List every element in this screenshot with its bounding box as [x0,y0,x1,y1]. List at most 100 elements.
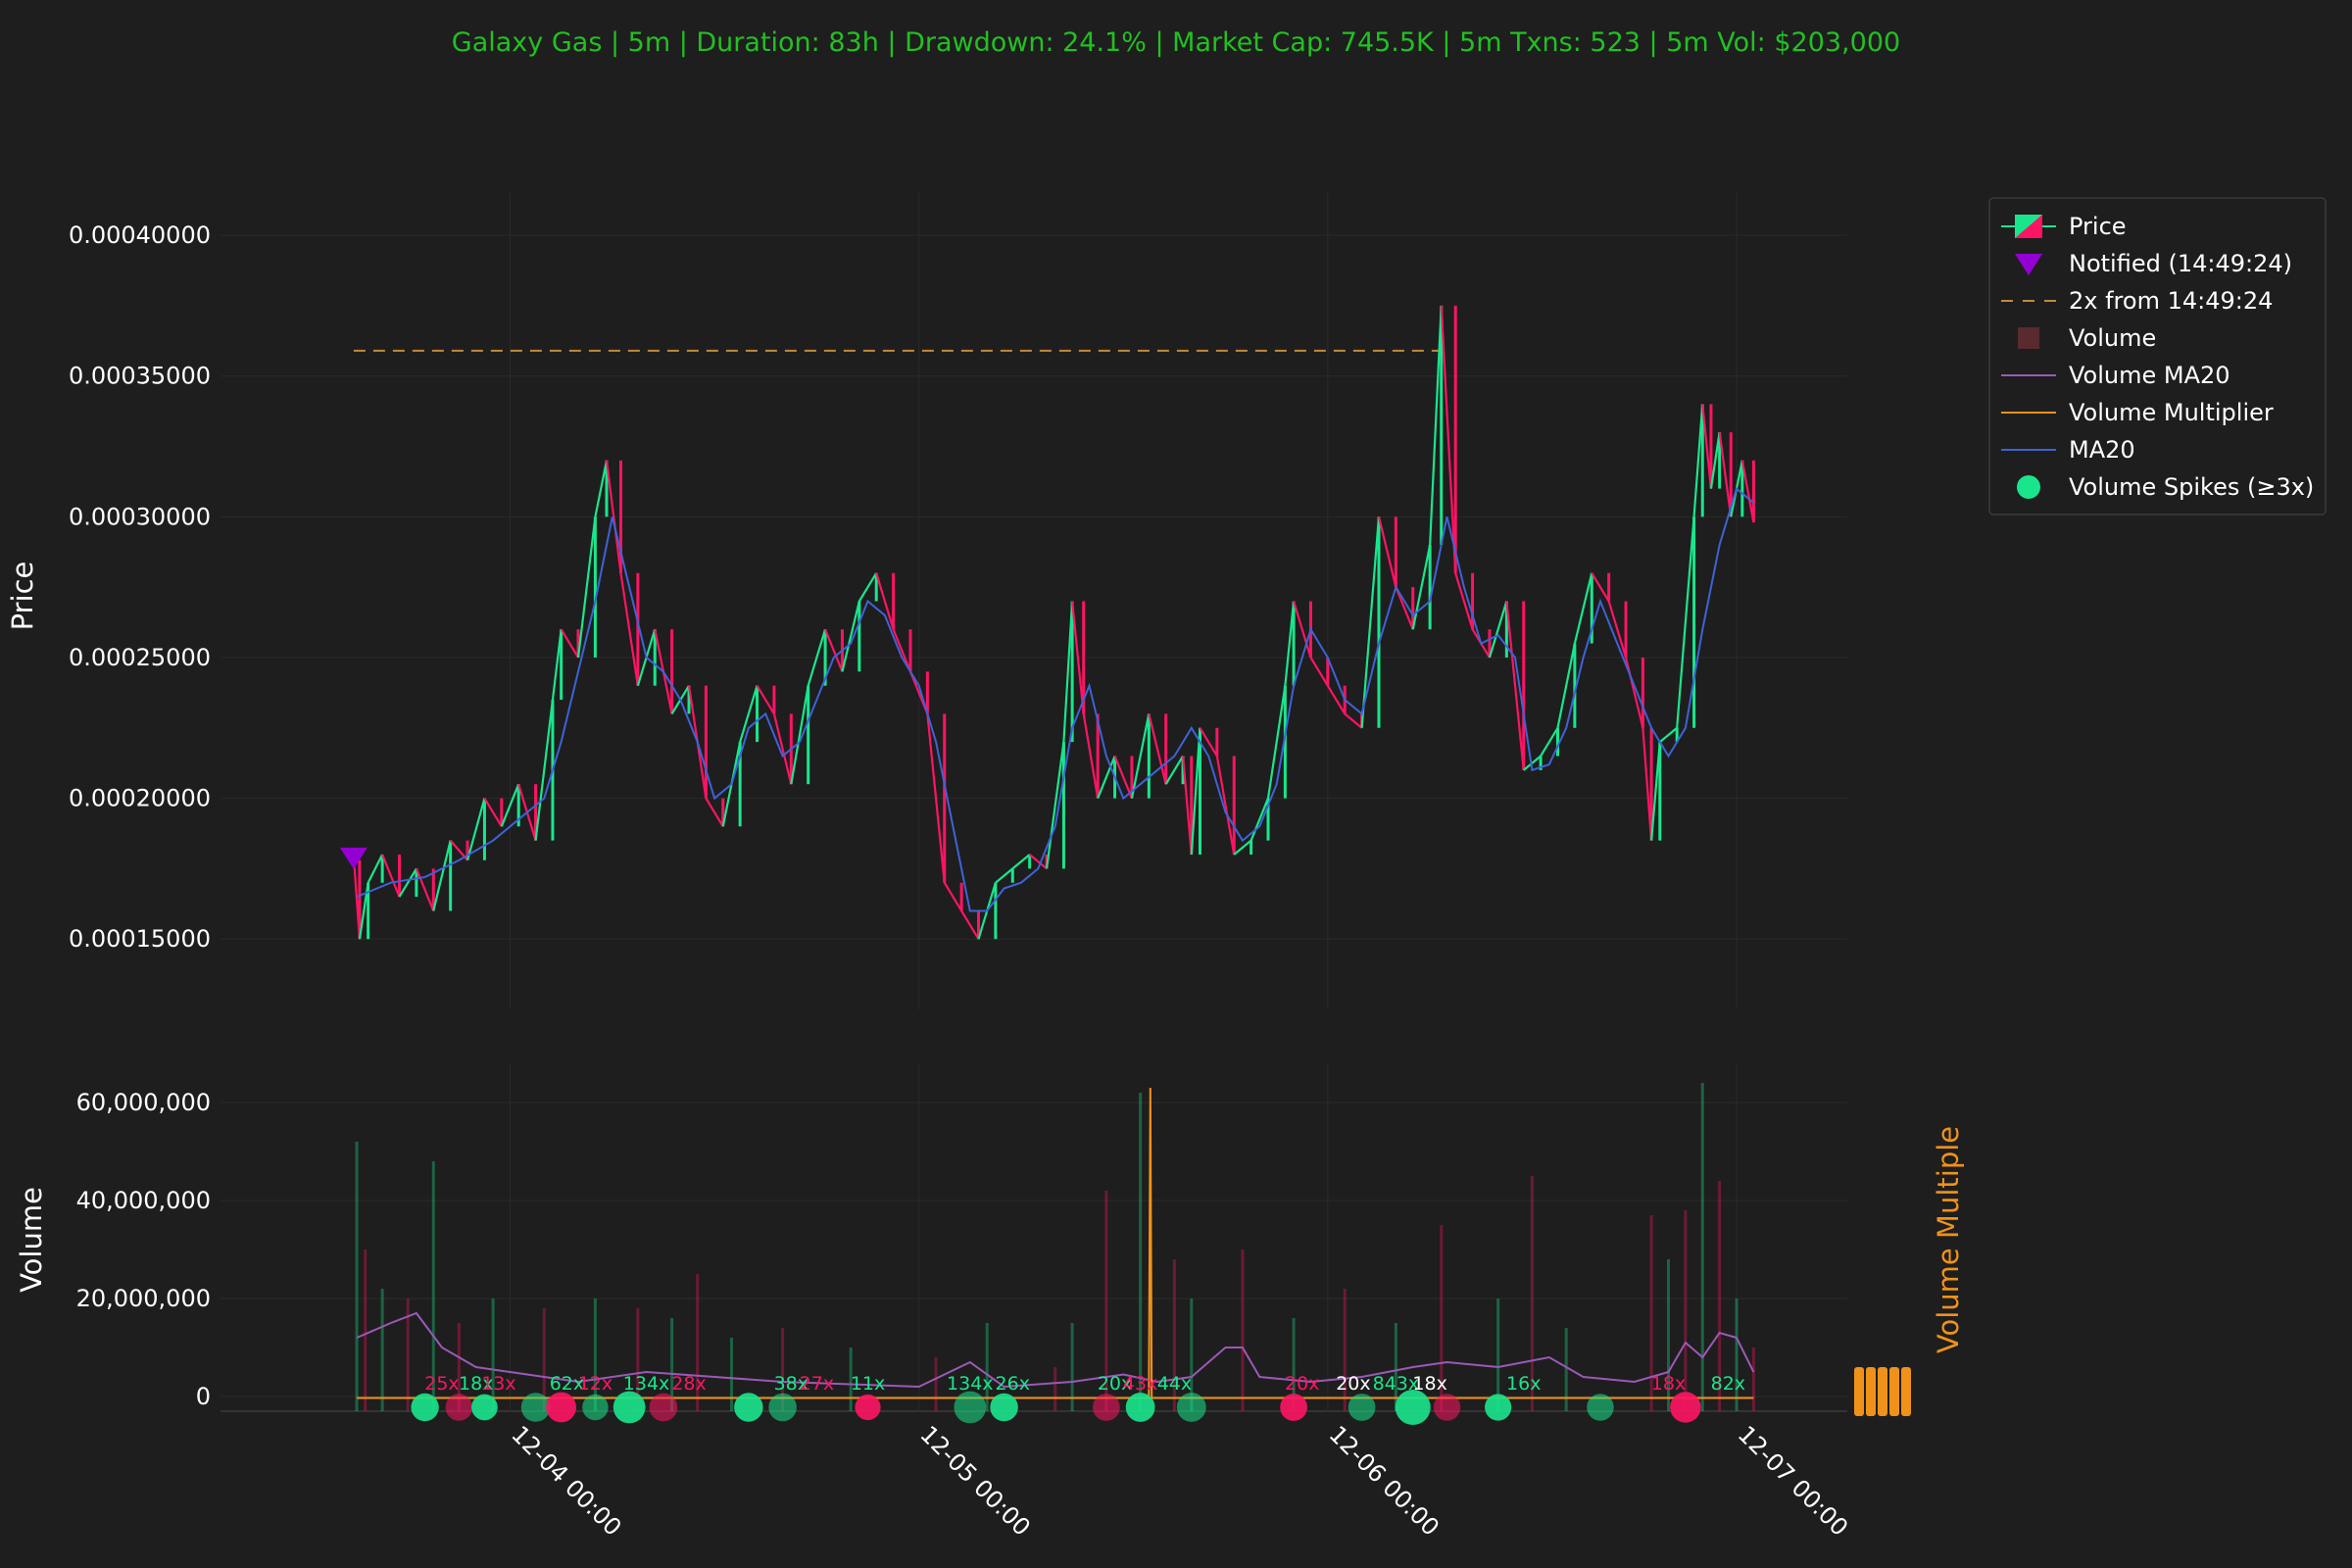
volume-spike-dot [954,1391,987,1424]
price-segment [1011,854,1031,870]
price-candle [1411,587,1415,630]
price-segment [415,867,435,911]
volume-bar [1700,1083,1704,1411]
volume-bar [1292,1318,1296,1411]
spike-label: 20x [1098,1373,1132,1395]
price-segment [926,713,946,883]
price-segment [824,628,844,672]
price-segment [367,854,384,884]
price-candle [1215,727,1219,757]
volume-bar [1684,1210,1688,1411]
volume-bar [781,1328,785,1411]
price-segment [892,628,911,672]
price-candle [1028,855,1032,869]
price-candle [687,685,691,714]
price-candle [1283,685,1287,799]
price-segment [1164,755,1185,785]
volume-bar [1241,1250,1245,1411]
price-segment [1082,713,1100,799]
price-segment [381,854,401,898]
price-candle [1718,432,1722,489]
price-segment [1556,643,1576,728]
price-segment [1309,657,1329,687]
legend-label: Volume MA20 [2069,362,2230,389]
volume-spike-dot [612,1391,646,1424]
ma20-line [356,486,1755,912]
price-candle [398,855,402,898]
volume-bar [593,1298,597,1411]
price-candle [415,868,418,898]
price-segment [605,460,622,573]
volume-spike-dot [546,1392,577,1423]
price-y-ticks: 0.00015000 0.00020000 0.00025000 0.00030000… [69,221,211,953]
price-segment [1071,601,1085,714]
spike-label: 20x [1336,1373,1370,1395]
notified-marker [339,847,368,869]
price-segment [790,685,809,785]
price-candle [1181,756,1185,785]
spike-label: 843x [1373,1373,1420,1395]
volume-bar [457,1323,461,1411]
price-candle [1164,713,1168,785]
legend-volume-icon [2018,327,2039,349]
volume-spike-dot [1348,1394,1376,1421]
price-candle [1130,756,1134,799]
price-segment [1440,305,1457,573]
price-segment [1215,756,1236,856]
price-candle [823,629,827,686]
volume-bar [636,1308,640,1411]
price-segment [1573,572,1593,644]
legend-label: Volume Multiplier [2069,399,2274,426]
price-candle [1428,545,1432,630]
price-candle [908,629,912,672]
spike-label: 11x [851,1373,885,1395]
volume-spike-dot [768,1393,797,1422]
price-candle [1641,657,1644,728]
price-segment [1233,839,1252,856]
price-tick-label: 0.00035000 [69,363,211,390]
price-candle [1198,727,1201,856]
price-candle [704,685,708,799]
notified-triangle [339,847,368,869]
volume-bar [1735,1298,1739,1411]
price-segment [772,713,793,785]
spike-label: 18x [1651,1373,1686,1395]
price-segment [534,699,555,841]
volume-bar [1343,1289,1347,1411]
price-segment [1377,516,1397,588]
legend: Price Notified (14:49:24) 2x from 14:49:24… [1988,197,2327,515]
price-candle [1692,516,1696,728]
volume-spike-dot [1280,1394,1307,1421]
spike-label: 44x [1157,1373,1192,1395]
price-segment [1266,685,1287,799]
volume-bar [1054,1367,1057,1411]
price-candle [534,784,538,841]
volume-bar [542,1308,546,1411]
volume-ma20-line [356,1311,1755,1389]
price-candle [500,798,504,827]
legend-label: Notified (14:49:24) [2069,250,2292,277]
volume-spike-dot [582,1394,609,1421]
price-segment [995,867,1013,884]
legend-spike-icon [2017,475,2040,499]
price-segment [576,516,597,659]
volume-multiple-bar [1854,1367,1864,1416]
price-candle [1082,601,1086,714]
price-segment [1505,601,1525,770]
price-candle [1061,742,1065,869]
price-candle [636,572,640,686]
volume-bar [1440,1225,1444,1411]
volume-bar [1666,1259,1670,1411]
price-segment [1293,601,1312,659]
price-candle [1573,643,1577,728]
spike-label: 27x [800,1373,834,1395]
price-candle [977,910,981,940]
volume-bar [1104,1191,1108,1411]
price-candle [560,629,564,701]
spike-label: 18x [1412,1373,1446,1395]
price-tick-label: 0.00025000 [69,644,211,671]
legend-label: Volume Spikes (≥3x) [2069,473,2314,501]
price-candle [1471,572,1475,630]
price-segment [1395,586,1414,630]
price-segment [841,601,860,672]
